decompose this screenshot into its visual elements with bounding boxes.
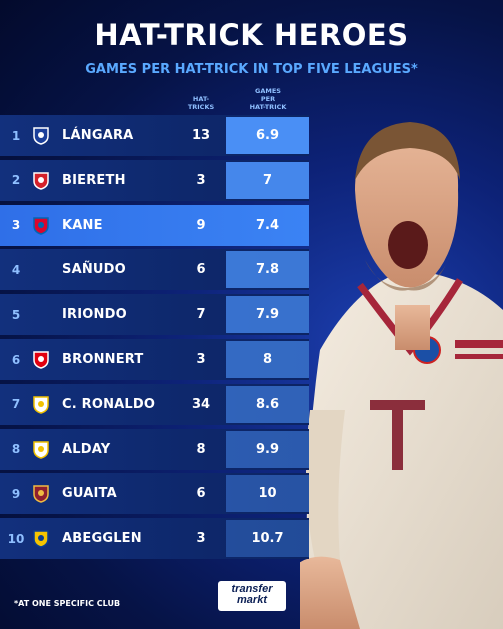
column-header-hat-tricks: HAT- TRICKS <box>186 95 216 111</box>
player-name: IRIONDO <box>62 307 127 323</box>
player-name: C. RONALDO <box>62 396 156 412</box>
table-row: 3 KANE 9 7.4 <box>0 204 309 246</box>
column-header-games-per: GAMES PER HAT-TRICK <box>238 87 298 111</box>
player-name: SAÑUDO <box>62 262 126 278</box>
rank-number: 10 <box>7 531 25 546</box>
rank-number: 9 <box>11 486 21 501</box>
column-header-games-per-label: GAMES PER HAT-TRICK <box>249 87 287 111</box>
player-name: ALDAY <box>62 441 111 457</box>
games-per-hat-trick-value: 6.9 <box>226 117 309 154</box>
real-oviedo-crest-icon <box>33 127 49 145</box>
rank-number: 3 <box>11 218 21 233</box>
rank-number: 7 <box>11 397 21 412</box>
player-name: LÁNGARA <box>62 128 134 143</box>
transfermarkt-logo: transfer markt <box>218 581 286 611</box>
games-per-hat-trick-value: 10.7 <box>226 520 309 558</box>
player-name: KANE <box>62 217 103 233</box>
games-per-hat-trick-value: 7 <box>226 161 309 199</box>
monaco-crest-icon <box>33 172 49 190</box>
hat-tricks-value: 34 <box>191 396 211 412</box>
hat-tricks-value: 13 <box>191 128 211 143</box>
player-name: BRONNERT <box>62 352 144 367</box>
chart-subtitle: GAMES PER HAT-TRICK IN TOP FIVE LEAGUES* <box>85 62 418 77</box>
rank-number: 1 <box>11 128 21 143</box>
hat-tricks-value: 8 <box>196 441 206 457</box>
rank-number: 6 <box>11 352 21 367</box>
eintracht-frankfurt-crest-icon <box>33 351 49 369</box>
games-per-hat-trick-value: 10 <box>226 475 309 513</box>
table-row: 10 ABEGGLEN 3 10.7 <box>0 518 309 560</box>
hat-tricks-value: 7 <box>196 307 206 323</box>
bayern-crest-icon <box>33 216 49 235</box>
hat-tricks-value: 6 <box>196 262 206 278</box>
rank-number: 2 <box>11 173 21 188</box>
table-row: 6 BRONNERT 3 8 <box>0 339 309 380</box>
player-name: ABEGGLEN <box>62 531 142 547</box>
sochaux-crest-icon <box>33 530 49 548</box>
logo-line-1: transfer <box>231 583 273 595</box>
table-row: 2 BIERETH 3 7 <box>0 159 309 201</box>
games-per-hat-trick-value: 8.6 <box>226 385 309 423</box>
hat-tricks-value: 3 <box>196 531 206 547</box>
logo-line-2: markt <box>237 594 267 606</box>
real-madrid-crest-icon <box>33 396 49 414</box>
hat-tricks-value: 9 <box>196 217 206 233</box>
rank-number: 4 <box>11 262 21 277</box>
table-row: 8 ALDAY 8 9.9 <box>0 428 309 470</box>
as-roma-crest-icon <box>33 485 49 504</box>
games-per-hat-trick-value: 7.9 <box>226 296 309 334</box>
rank-number: 8 <box>11 442 21 457</box>
real-madrid-crest-icon <box>33 440 49 459</box>
hat-tricks-value: 3 <box>196 352 206 367</box>
rank-number: 5 <box>11 307 21 322</box>
table-row: 5 IRIONDO 7 7.9 <box>0 294 309 336</box>
player-name: GUAITA <box>62 486 117 502</box>
table-row: 7 C. RONALDO 34 8.6 <box>0 383 309 425</box>
table-row: 9 GUAITA 6 10 <box>0 473 309 515</box>
column-header-hat-tricks-label: HAT- TRICKS <box>187 95 215 111</box>
games-per-hat-trick-value: 8 <box>226 341 309 378</box>
table-row: 4 SAÑUDO 6 7.8 <box>0 249 309 291</box>
table-row: 1 LÁNGARA 13 6.9 <box>0 115 309 156</box>
chart-title: HAT-TRICK HEROES <box>94 18 409 52</box>
hat-tricks-value: 3 <box>196 172 206 188</box>
hat-tricks-value: 6 <box>196 486 206 502</box>
games-per-hat-trick-value: 7.8 <box>226 251 309 289</box>
player-photo <box>300 122 503 629</box>
games-per-hat-trick-value: 9.9 <box>226 430 309 468</box>
games-per-hat-trick-value: 7.4 <box>255 217 280 233</box>
footnote: *AT ONE SPECIFIC CLUB <box>14 599 121 608</box>
player-name: BIERETH <box>62 172 126 188</box>
